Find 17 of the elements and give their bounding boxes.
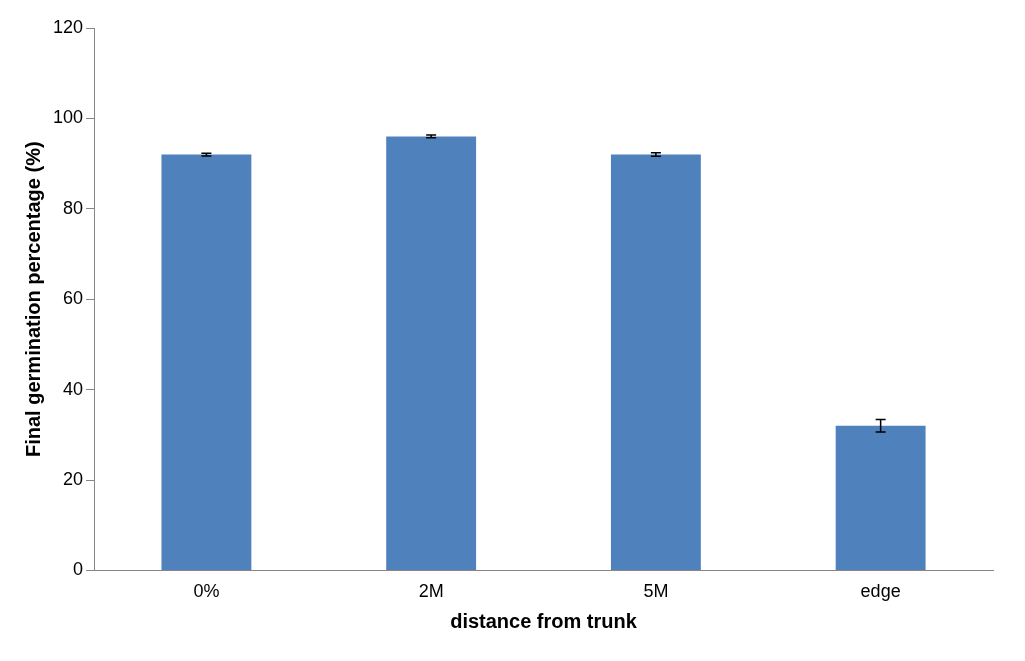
y-tick-label: 0	[73, 559, 84, 580]
x-axis-title: distance from trunk	[450, 609, 638, 632]
x-tick-label: 0%	[193, 581, 220, 602]
y-axis-title: Final germination percentage (%)	[21, 141, 44, 457]
y-tick-label: 100	[52, 107, 84, 128]
bar	[610, 154, 701, 570]
x-tick-label: edge	[860, 581, 901, 602]
y-tick-label: 60	[63, 288, 84, 309]
y-tick-label: 80	[63, 197, 84, 218]
y-tick-label: 120	[52, 16, 84, 37]
bar	[386, 136, 477, 570]
y-tick-label: 40	[63, 378, 84, 399]
x-tick-label: 5M	[643, 581, 669, 602]
y-tick-label: 20	[63, 468, 84, 489]
bar	[835, 425, 926, 570]
bar	[161, 154, 252, 570]
x-tick-label: 2M	[418, 581, 444, 602]
